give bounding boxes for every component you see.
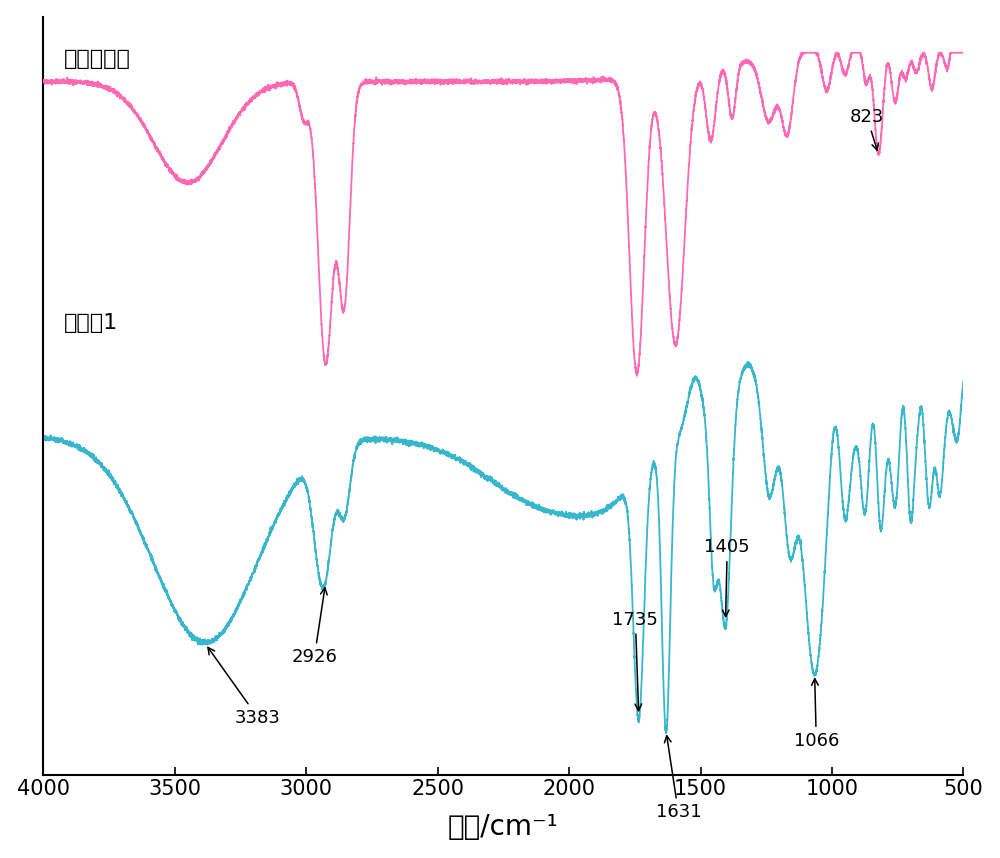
Text: 2926: 2926 [291, 588, 337, 667]
Text: 3383: 3383 [208, 648, 281, 727]
Text: 1735: 1735 [612, 611, 658, 710]
Text: 1066: 1066 [794, 679, 839, 750]
Text: 环氧大豆油: 环氧大豆油 [64, 49, 131, 69]
Text: 823: 823 [850, 107, 884, 150]
Text: 1631: 1631 [656, 736, 701, 821]
Text: 1405: 1405 [704, 538, 750, 617]
X-axis label: 波数/cm⁻¹: 波数/cm⁻¹ [448, 813, 559, 842]
Text: 实施例1: 实施例1 [64, 312, 118, 333]
